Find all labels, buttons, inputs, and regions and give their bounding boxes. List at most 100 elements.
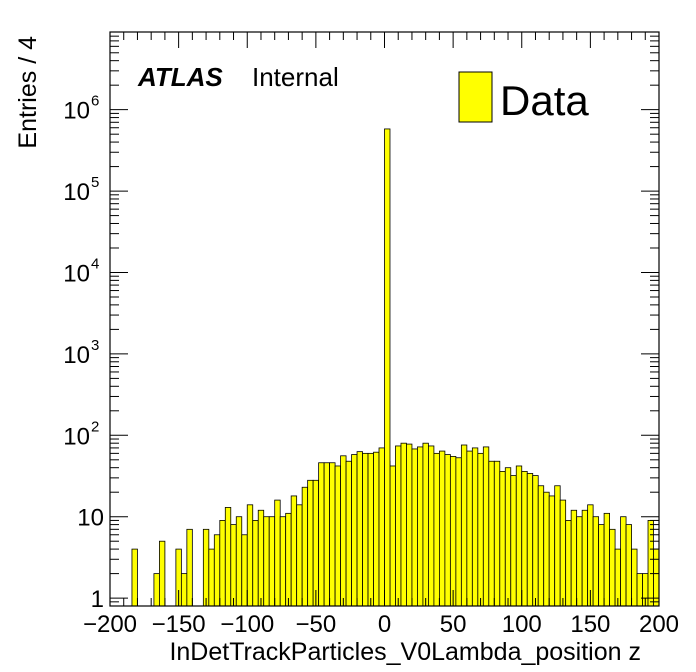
histogram-bar <box>537 485 545 607</box>
y-tick-label: 10 <box>63 179 90 206</box>
histogram-bar <box>159 540 166 607</box>
histogram-bar <box>411 448 418 607</box>
histogram-bar <box>620 516 627 607</box>
histogram-bar <box>367 452 374 607</box>
histogram-bar <box>625 524 632 607</box>
x-tick-label: 0 <box>378 611 391 638</box>
histogram-bar <box>422 442 429 607</box>
histogram-bar <box>647 520 654 607</box>
histogram-bar <box>460 444 468 607</box>
y-tick-label: 10 <box>63 342 90 369</box>
histogram-bar <box>482 446 490 607</box>
histogram-bar <box>285 512 292 607</box>
histogram-bar <box>345 460 352 607</box>
histogram-bar <box>307 479 314 607</box>
histogram-bar <box>208 548 215 607</box>
histogram-bar <box>417 446 424 607</box>
y-axis-title: Entries / 4 <box>14 36 42 149</box>
x-tick-label: −150 <box>152 611 206 638</box>
histogram-bar <box>224 507 232 607</box>
histogram-bar <box>389 465 396 607</box>
histogram-bar <box>428 445 435 607</box>
y-tick-label: 10 <box>63 260 90 287</box>
histogram-bar <box>340 455 347 607</box>
histogram-bar <box>230 524 237 607</box>
histogram-bar <box>373 451 380 607</box>
histogram-bar <box>252 520 259 607</box>
x-tick-label: −200 <box>83 611 137 638</box>
histogram-bar <box>570 509 578 607</box>
histogram-bar <box>548 495 556 607</box>
histogram-bar <box>543 491 550 607</box>
internal-label: Internal <box>252 62 339 92</box>
histogram-bar <box>334 465 341 607</box>
histogram-bar <box>312 479 320 607</box>
y-tick-label: 10 <box>63 423 90 450</box>
y-axis-ticks <box>110 31 659 607</box>
histogram-bar <box>323 462 330 607</box>
histogram-bar <box>279 516 287 607</box>
histogram-bar <box>362 452 369 607</box>
histogram-bar <box>565 520 572 607</box>
histogram-bar <box>554 485 561 607</box>
histogram-bar <box>493 460 501 607</box>
histogram-bar <box>636 573 643 607</box>
histogram-bar <box>477 452 484 607</box>
histogram-bar <box>395 445 402 607</box>
histogram-bar <box>576 516 583 607</box>
x-tick-label: 150 <box>570 611 610 638</box>
histogram-bar <box>219 520 226 607</box>
histogram-bar <box>213 534 221 607</box>
histogram-bar <box>356 451 363 607</box>
y-tick-exponent: 6 <box>91 93 99 110</box>
histogram-bar <box>257 509 265 607</box>
y-tick-label: 1 <box>91 586 104 613</box>
histogram-bar <box>301 486 309 607</box>
y-tick-label: 10 <box>77 505 104 532</box>
x-axis-ticks <box>109 32 660 606</box>
histogram-bar <box>268 516 276 607</box>
histogram-bar <box>598 524 605 607</box>
histogram-bar <box>449 456 457 607</box>
histogram-bar <box>384 128 391 607</box>
y-tick-exponent: 5 <box>91 174 99 191</box>
x-axis-tick-labels: −200 −150 −100 −50 0 50 100 150 200 <box>83 611 679 638</box>
legend-entry-data: Data <box>500 77 589 124</box>
histogram-bar <box>400 442 407 607</box>
histogram-bar <box>581 509 589 607</box>
histogram-bar <box>235 516 243 607</box>
histogram-bar <box>444 454 451 607</box>
histogram-bar <box>329 462 336 607</box>
histogram-bar <box>488 460 495 607</box>
histogram-bar <box>296 504 303 607</box>
histogram-bar <box>532 475 539 607</box>
atlas-label: ATLAS <box>137 62 223 92</box>
histogram-bar <box>614 548 621 607</box>
histogram-bar <box>455 457 462 607</box>
x-tick-label: 50 <box>440 611 467 638</box>
histogram-bar <box>471 447 479 607</box>
histogram-bar <box>433 452 440 607</box>
histogram-bar <box>526 473 534 607</box>
histogram-bars <box>131 128 660 607</box>
histogram-bar <box>466 450 473 607</box>
x-tick-label: 100 <box>502 611 542 638</box>
x-tick-label: −50 <box>296 611 337 638</box>
histogram-bar <box>263 516 270 607</box>
histogram-bar <box>153 573 160 607</box>
histogram-bar <box>609 528 616 607</box>
histogram-bar <box>653 548 660 607</box>
histogram-bar <box>603 512 610 607</box>
histogram-bar <box>351 454 358 607</box>
histogram-bar <box>202 528 210 607</box>
histogram-bar <box>438 450 446 607</box>
legend-swatch <box>458 71 493 123</box>
histogram-bar <box>592 516 600 607</box>
x-tick-label: 200 <box>639 611 679 638</box>
histogram-bar <box>559 499 567 607</box>
histogram-bar <box>180 573 188 607</box>
histogram-bar <box>241 534 248 607</box>
y-tick-exponent: 3 <box>91 337 99 354</box>
